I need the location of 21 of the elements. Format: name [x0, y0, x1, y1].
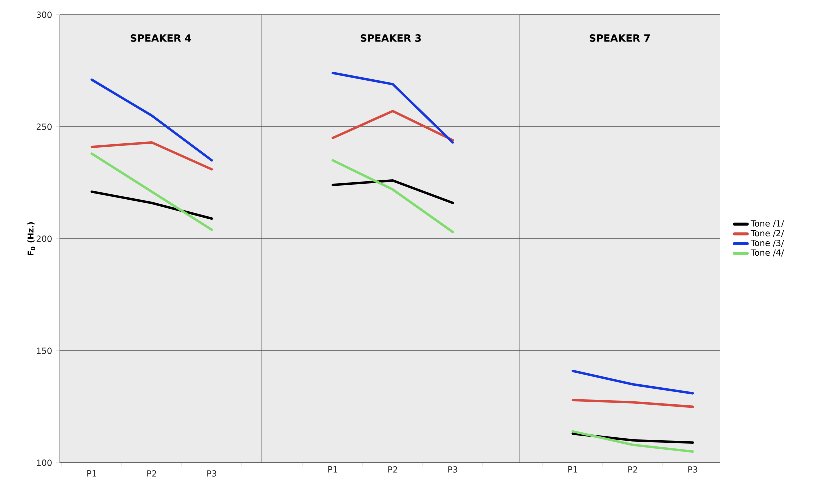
- y-tick-label: 300: [36, 12, 52, 18]
- x-tick-label: P1: [568, 466, 578, 473]
- x-tick-label: P1: [328, 466, 338, 473]
- x-tick-label: P2: [388, 466, 398, 473]
- y-tick-label: 150: [37, 348, 52, 354]
- legend-label: Tone /4/: [750, 250, 784, 257]
- x-tick-label: P2: [148, 470, 156, 477]
- x-tick-label: P3: [448, 466, 458, 473]
- x-tick-label: P3: [208, 470, 217, 477]
- text: SPEAKER 3: [360, 34, 422, 42]
- y-tick-label: 100: [37, 460, 52, 466]
- x-tick-label: P3: [688, 466, 698, 473]
- legend-label: Tone /3/: [750, 240, 784, 248]
- x-tick-label: P2: [628, 466, 638, 473]
- y-tick-label: 250: [36, 124, 52, 130]
- legend-label: Tone /2/: [750, 230, 784, 238]
- legend-label: Tone /1/: [750, 220, 784, 228]
- text: SPEAKER 7: [590, 34, 650, 42]
- text: SPEAKER 4: [130, 34, 192, 42]
- x-tick-label: P1: [88, 470, 96, 477]
- y-tick-label: 200: [36, 236, 52, 242]
